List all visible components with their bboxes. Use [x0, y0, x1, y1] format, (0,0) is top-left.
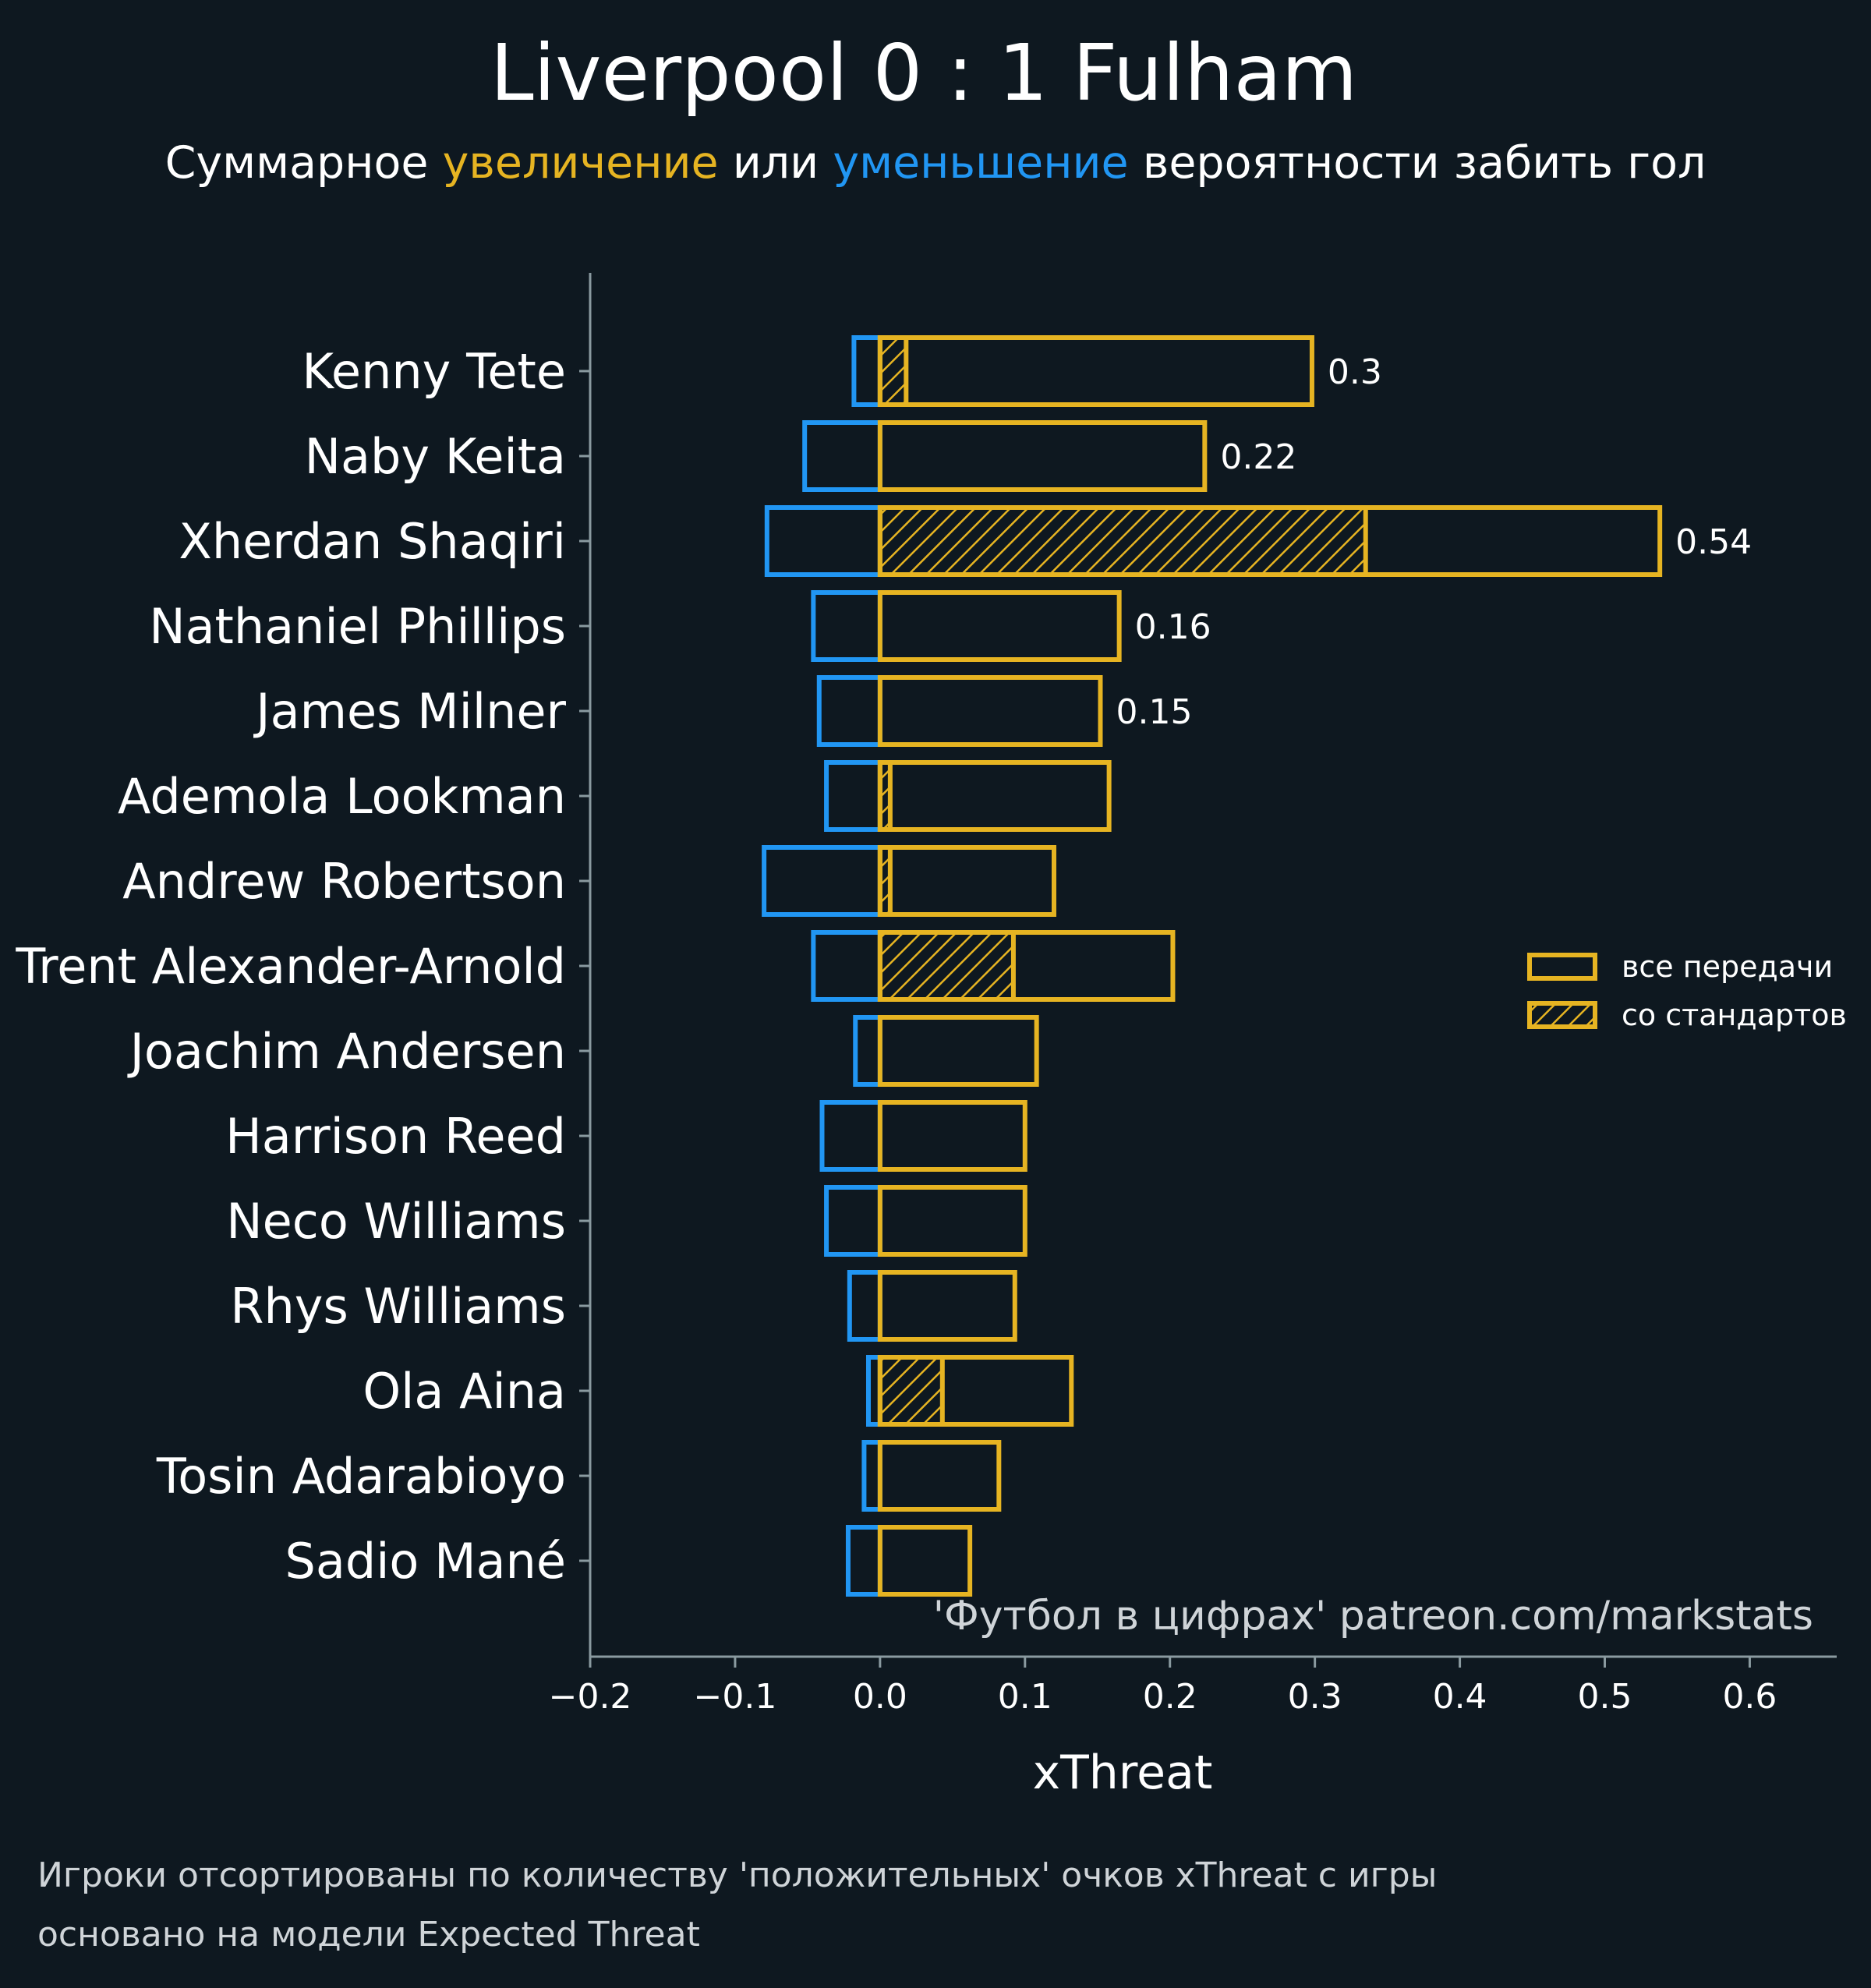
player-label: Tosin Adarabioyo — [156, 1448, 566, 1505]
chart-subtitle: Суммарное увеличение или уменьшение веро… — [165, 137, 1707, 189]
chart-title: Liverpool 0 : 1 Fulham — [490, 27, 1357, 119]
player-label: Ola Aina — [363, 1363, 566, 1420]
negative-bars — [762, 335, 882, 1597]
negative-bar — [816, 675, 882, 747]
negative-bar — [847, 1270, 882, 1342]
subtitle-part-1: Суммарное — [165, 137, 443, 189]
negative-bar — [851, 335, 882, 407]
all-passes-bar — [877, 845, 1056, 917]
negative-bar — [802, 420, 882, 492]
legend: все передачи со стандартов — [1527, 950, 1847, 1032]
player-label: Rhys Williams — [230, 1278, 566, 1335]
player-label: Ademola Lookman — [118, 768, 566, 825]
x-axis-label: xThreat — [1033, 1746, 1213, 1800]
value-label: 0.22 — [1220, 437, 1296, 477]
x-tick-label: 0.4 — [1433, 1677, 1487, 1717]
x-tick-label: 0.0 — [853, 1677, 907, 1717]
player-label: Xherdan Shaqiri — [179, 513, 566, 570]
subtitle-decrease: уменьшение — [833, 137, 1128, 189]
all-passes-bar — [877, 675, 1103, 747]
x-tick-label: 0.2 — [1143, 1677, 1197, 1717]
credit-text: 'Футбол в цифрах' patreon.com/markstats — [933, 1593, 1813, 1640]
set-piece-bar — [877, 1355, 945, 1427]
footnote-line-1: Игроки отсортированы по количеству 'поло… — [37, 1855, 1437, 1895]
x-tick-label: 0.6 — [1722, 1677, 1777, 1717]
legend-swatch-all-passes — [1527, 953, 1597, 981]
value-label: 0.3 — [1328, 352, 1382, 392]
negative-bar — [853, 1015, 882, 1087]
player-label: Andrew Robertson — [122, 853, 566, 910]
player-label: Sadio Mané — [285, 1533, 567, 1590]
negative-bar — [824, 1185, 882, 1257]
x-ticks: −0.2 −0.1 0.0 0.1 0.2 0.3 0.4 0.5 0.6 — [549, 1657, 1777, 1717]
all-passes-bar — [877, 760, 1112, 832]
negative-bar — [819, 1100, 882, 1172]
player-label: Neco Williams — [226, 1193, 566, 1250]
subtitle-part-5: вероятности забить гол — [1129, 137, 1707, 189]
set-piece-bar — [877, 335, 909, 407]
all-passes-bar — [877, 1440, 1002, 1512]
subtitle-part-3: или — [719, 137, 833, 189]
legend-label-all-passes: все передачи — [1622, 950, 1833, 984]
x-tick-label: −0.2 — [549, 1677, 632, 1717]
all-passes-bar — [877, 590, 1122, 662]
x-tick-label: 0.1 — [998, 1677, 1052, 1717]
set-piece-bar — [877, 505, 1368, 577]
negative-bar — [764, 505, 882, 577]
all-passes-bar — [877, 1270, 1017, 1342]
value-label: 0.15 — [1116, 692, 1192, 732]
negative-bar — [845, 1525, 882, 1597]
player-label: Naby Keita — [305, 428, 566, 485]
value-label: 0.16 — [1135, 607, 1211, 647]
negative-bar — [811, 930, 882, 1002]
value-label: 0.54 — [1675, 522, 1752, 562]
all-passes-bar — [877, 335, 1314, 407]
negative-bar — [762, 845, 882, 917]
player-label: Trent Alexander-Arnold — [15, 938, 566, 995]
negative-bar — [811, 590, 882, 662]
all-passes-bar — [877, 1015, 1039, 1087]
legend-swatch-set-pieces — [1527, 1001, 1597, 1029]
y-tick-marks — [579, 370, 590, 1562]
set-piece-bars — [877, 335, 1368, 1427]
all-passes-bar — [877, 1185, 1027, 1257]
y-axis-labels: Kenny Tete Naby Keita Xherdan Shaqiri Natha… — [15, 343, 566, 1590]
all-passes-bar — [877, 1525, 973, 1597]
x-tick-label: 0.3 — [1288, 1677, 1342, 1717]
player-label: Harrison Reed — [225, 1108, 566, 1165]
player-label: Joachim Andersen — [127, 1023, 566, 1080]
player-label: James Milner — [253, 683, 566, 740]
set-piece-bar — [877, 930, 1016, 1002]
set-piece-bar — [877, 760, 893, 832]
x-tick-label: −0.1 — [694, 1677, 777, 1717]
all-passes-bar — [877, 420, 1208, 492]
subtitle-increase: увеличение — [443, 137, 719, 189]
negative-bar — [861, 1440, 882, 1512]
value-labels: 0.3 0.22 0.54 0.16 0.15 — [1116, 352, 1752, 732]
legend-label-set-pieces: со стандартов — [1622, 998, 1847, 1032]
set-piece-bar — [877, 845, 893, 917]
footnote-line-2: основано на модели Expected Threat — [37, 1915, 700, 1954]
negative-bar — [824, 760, 882, 832]
player-label: Kenny Tete — [302, 343, 566, 400]
x-tick-label: 0.5 — [1578, 1677, 1632, 1717]
player-label: Nathaniel Phillips — [149, 598, 566, 655]
all-passes-bar — [877, 1100, 1027, 1172]
